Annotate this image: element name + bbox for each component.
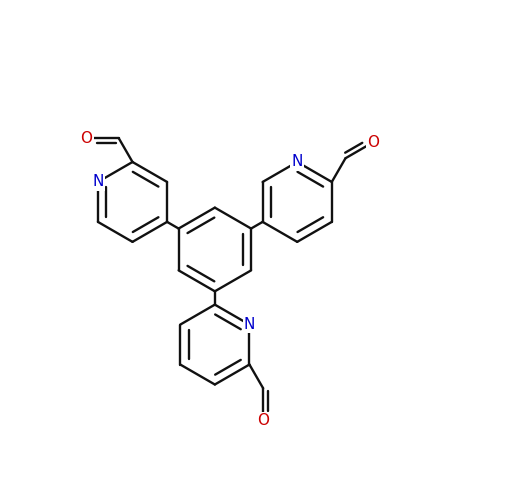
Text: N: N (92, 174, 103, 190)
Text: O: O (80, 131, 93, 146)
Text: N: N (244, 317, 255, 332)
Text: O: O (257, 413, 269, 428)
Text: N: N (291, 155, 303, 169)
Text: O: O (368, 134, 379, 150)
